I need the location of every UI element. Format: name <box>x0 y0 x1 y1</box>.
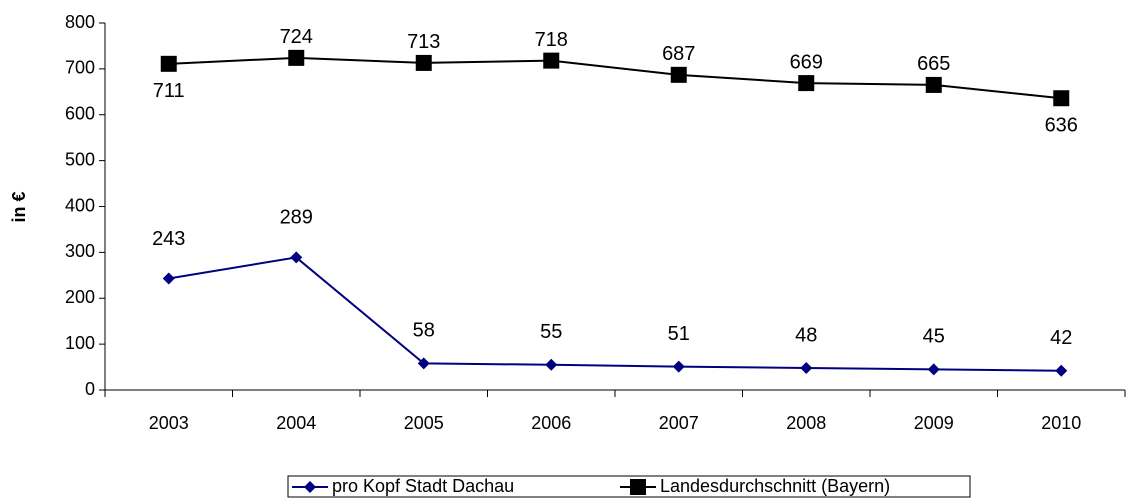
legend-marker <box>304 481 316 493</box>
data-label: 243 <box>152 228 185 250</box>
data-point <box>798 75 815 92</box>
data-label: 55 <box>540 321 562 343</box>
data-point <box>545 358 558 371</box>
data-point <box>925 76 942 93</box>
data-point <box>290 251 303 264</box>
data-label: 45 <box>923 326 945 348</box>
data-point <box>543 52 560 69</box>
data-label: 58 <box>413 320 435 342</box>
series-line <box>168 56 1062 100</box>
data-label: 665 <box>917 53 950 75</box>
series-line <box>168 256 1062 372</box>
data-label: 51 <box>668 323 690 345</box>
y-tick-label: 500 <box>65 149 95 169</box>
data-point <box>1055 364 1068 377</box>
x-tick-label: 2006 <box>531 413 571 433</box>
y-tick-label: 800 <box>65 12 95 32</box>
data-point <box>800 361 813 374</box>
legend-marker <box>630 479 646 495</box>
legend-label: pro Kopf Stadt Dachau <box>332 476 514 496</box>
data-label: 711 <box>153 80 185 102</box>
data-point <box>670 66 687 83</box>
x-tick-label: 2007 <box>659 413 699 433</box>
data-point <box>1053 90 1070 107</box>
data-point <box>288 49 305 66</box>
y-axis-label: in € <box>9 191 29 222</box>
data-point <box>160 55 177 72</box>
y-tick-label: 400 <box>65 195 95 215</box>
x-tick-label: 2008 <box>786 413 826 433</box>
y-tick-label: 200 <box>65 287 95 307</box>
y-tick-label: 300 <box>65 241 95 261</box>
data-label: 42 <box>1050 327 1072 349</box>
data-point <box>162 272 175 285</box>
data-point <box>672 360 685 373</box>
data-label: 713 <box>407 31 440 53</box>
data-label: 724 <box>280 26 313 48</box>
legend-label: Landesdurchschnitt (Bayern) <box>660 476 890 496</box>
data-label: 718 <box>535 29 568 51</box>
y-tick-label: 600 <box>65 104 95 124</box>
x-tick-label: 2009 <box>914 413 954 433</box>
x-tick-label: 2003 <box>149 413 189 433</box>
x-tick-label: 2004 <box>276 413 316 433</box>
data-point <box>415 54 432 71</box>
data-label: 687 <box>662 43 695 65</box>
x-tick-label: 2010 <box>1041 413 1081 433</box>
y-tick-label: 100 <box>65 333 95 353</box>
data-label: 48 <box>795 324 817 346</box>
data-label: 289 <box>280 207 313 229</box>
y-tick-label: 700 <box>65 58 95 78</box>
y-tick-label: 0 <box>85 379 95 399</box>
data-point <box>927 363 940 376</box>
data-label: 669 <box>790 51 823 73</box>
x-tick-label: 2005 <box>404 413 444 433</box>
data-point <box>417 357 430 370</box>
data-label: 636 <box>1045 115 1078 137</box>
